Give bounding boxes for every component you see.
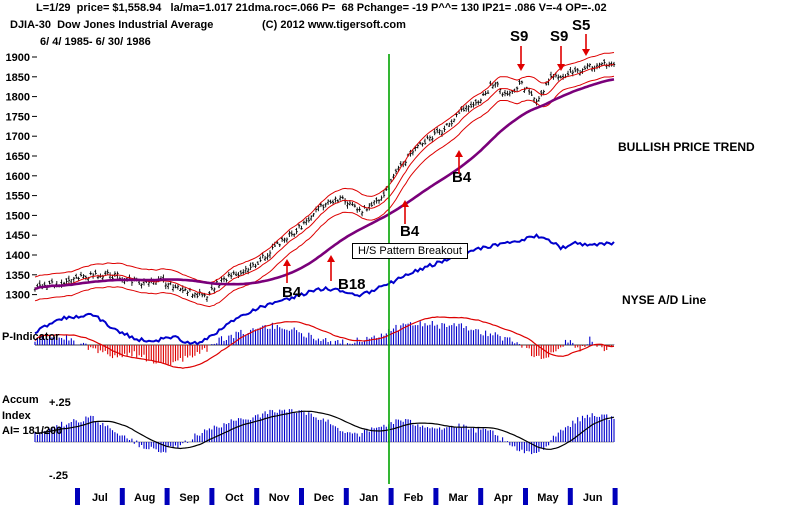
y-axis-label: 1350 [6,270,30,282]
copyright: (C) 2012 www.tigersoft.com [262,19,406,31]
month-label: Jun [583,492,603,504]
y-axis-label: 1800 [6,92,30,104]
ad-line-path [34,233,615,346]
y-axis-label: 1550 [6,191,30,203]
month-label: Apr [494,492,514,504]
bullish-trend-label: BULLISH PRICE TREND [618,140,755,154]
date-range: 6/ 4/ 1985- 6/ 30/ 1986 [40,36,151,48]
y-axis-label: 1450 [6,230,30,242]
month-label: Nov [269,492,291,504]
signal-label-b4: B4 [282,284,302,301]
nyse-ad-line [34,233,615,346]
accum-plus-scale: +.25 [49,397,71,409]
y-axis-label: 1400 [6,250,30,262]
signal-label-s5: S5 [572,17,590,34]
moving-averages [34,52,615,308]
month-separator [612,488,618,505]
month-separator [164,488,170,505]
accum-ma-line [34,410,615,450]
signal-label-b4: B4 [400,223,420,240]
y-axis-label: 1850 [6,72,30,84]
month-label: Aug [134,492,155,504]
y-axis-label: 1300 [6,290,30,302]
month-label: Feb [404,492,424,504]
month-label: Mar [449,492,469,504]
slow-ma-line [34,78,615,291]
month-label: Sep [179,492,199,504]
signal-label-b18: B18 [338,276,366,293]
symbol-title: DJIA-30 Dow Jones Industrial Average [10,19,214,31]
month-separator [388,488,394,505]
y-axis-label: 1650 [6,151,30,163]
lower-band-line [34,75,615,308]
month-separator [254,488,260,505]
y-axis-label: 1900 [6,52,30,64]
month-separator [478,488,484,505]
y-axis-label: 1600 [6,171,30,183]
month-separator [209,488,215,505]
fast-ma-line [34,63,615,296]
price-y-axis: 1900 1850 1800 1750 1700 1650 1600 1550 1500 1450… [6,52,37,302]
signal-arrowhead [557,64,565,71]
accum-label: Accum [2,394,39,406]
month-separator [567,488,573,505]
index-label: Index [2,410,31,422]
signal-arrowhead [327,255,335,262]
month-separator [433,488,439,505]
month-label: May [537,492,559,504]
month-label: Jan [359,492,378,504]
signal-arrowhead [582,49,590,56]
y-axis-label: 1500 [6,210,30,222]
ohlc-bars [33,59,616,302]
accum-minus-scale: -.25 [49,470,68,482]
month-separator [75,488,80,505]
signal-arrowhead [283,259,291,266]
month-x-axis: Jul Aug Sep Oct Nov Dec Jan Feb Mar Apr May Jun [75,488,618,505]
upper-band-line [34,52,615,284]
signal-label-s9: S9 [510,28,528,45]
signal-label-s9: S9 [550,28,568,45]
month-separator [299,488,304,505]
month-separator [343,488,349,505]
signal-arrowhead [455,150,463,157]
month-label: Oct [225,492,244,504]
month-label: Dec [314,492,334,504]
p-indicator-label: P-Indicator [2,331,60,343]
accum-index-panel [34,409,615,455]
y-axis-label: 1700 [6,131,30,143]
nyse-ad-line-label: NYSE A/D Line [622,293,707,307]
month-label: Jul [92,492,108,504]
ai-ratio-label: AI= 181/200 [2,425,63,437]
month-separator [119,488,125,505]
signal-arrowhead [517,64,525,71]
hs-pattern-breakout-callout: H/S Pattern Breakout [352,243,468,259]
p-indicator-ma-line [34,316,615,369]
p-indicator-panel [34,316,615,369]
signal-arrowhead [401,200,409,207]
stats-line: L=1/29 price= $1,558.94 la/ma=1.017 21dm… [36,2,607,14]
y-axis-label: 1750 [6,111,30,123]
signal-label-b4: B4 [452,169,472,186]
month-separator [523,488,528,505]
